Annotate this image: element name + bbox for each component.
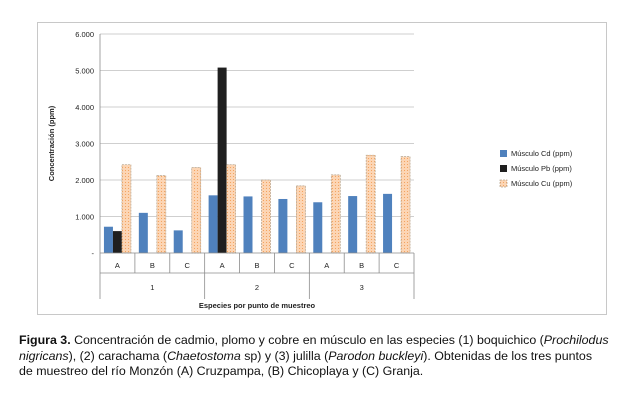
- legend-swatch: [500, 150, 507, 157]
- caption-species-2: Chaetostoma: [167, 348, 241, 363]
- y-tick-label: 3.000: [75, 140, 94, 149]
- y-tick-label: -: [92, 249, 95, 258]
- bars: [103, 67, 411, 254]
- bar-cd: [383, 193, 393, 253]
- x-group-label: 1: [150, 283, 154, 292]
- bar-cd: [138, 212, 148, 253]
- y-tick-label: 2.000: [75, 176, 94, 185]
- y-tick-label: 1.000: [75, 213, 94, 222]
- x-tick-label: B: [150, 261, 155, 270]
- y-tick-label: 6.000: [75, 30, 94, 39]
- bar-cu: [400, 156, 411, 254]
- bar-cu: [156, 175, 167, 254]
- bar-cu: [226, 164, 236, 254]
- caption-text: ). Obtenidas de los tres puntos de muest…: [19, 348, 593, 379]
- caption-species-3: Parodon buckleyi: [328, 348, 424, 363]
- bar-cd: [313, 202, 323, 253]
- x-axis-title: Especies por punto de muestreo: [199, 301, 316, 310]
- x-tick-label: C: [289, 261, 295, 270]
- axes: - 1.000 2.000 3.000 4.000 5.000 6.000 A B C A B C A B C…: [47, 30, 415, 310]
- caption-text: Concentración de cadmio, plomo y cobre e…: [70, 333, 544, 347]
- gridlines: [100, 33, 414, 217]
- y-tick-label: 5.000: [75, 67, 94, 76]
- bar-cu: [330, 174, 341, 254]
- x-tick-label: C: [185, 261, 191, 270]
- bar-cd: [208, 195, 218, 253]
- bar-cu: [261, 179, 271, 254]
- bar-pb: [112, 231, 122, 253]
- chart-frame: - 1.000 2.000 3.000 4.000 5.000 6.000 A B C A B C A B C…: [37, 22, 607, 315]
- x-tick-label: A: [220, 261, 225, 270]
- bar-cd: [243, 196, 253, 253]
- bar-chart: - 1.000 2.000 3.000 4.000 5.000 6.000 A B C A B C A B C…: [47, 30, 573, 310]
- figure-caption: Figura 3. Concentración de cadmio, plomo…: [19, 333, 609, 380]
- caption-species-1: Prochilodus nigricans: [19, 333, 609, 363]
- bar-cu: [365, 154, 376, 254]
- x-tick-label: A: [324, 261, 329, 270]
- bar-cd: [103, 226, 113, 253]
- x-tick-label: B: [359, 261, 364, 270]
- bar-cu: [121, 164, 132, 254]
- legend-label: Músculo Cu (ppm): [511, 179, 573, 188]
- bar-cd: [278, 198, 288, 253]
- bar-pb: [217, 67, 227, 253]
- bar-cu: [296, 185, 306, 254]
- legend-swatch: [500, 165, 507, 172]
- bar-cu: [191, 167, 202, 254]
- legend-swatch: [499, 179, 508, 188]
- y-tick-label: 4.000: [75, 103, 94, 112]
- x-tick-label: B: [254, 261, 259, 270]
- legend: Músculo Cd (ppm) Músculo Pb (ppm) Músculo …: [499, 149, 573, 188]
- caption-label: Figura 3.: [19, 333, 71, 347]
- x-tick-label: C: [394, 261, 400, 270]
- caption-text: ), (2) carachama (: [68, 348, 168, 363]
- legend-label: Músculo Pb (ppm): [511, 164, 572, 173]
- x-group-label: 2: [255, 283, 259, 292]
- x-group-label: 3: [360, 283, 364, 292]
- x-tick-label: A: [115, 261, 120, 270]
- bar-cd: [173, 230, 183, 253]
- legend-label: Músculo Cd (ppm): [511, 149, 573, 158]
- caption-text: sp) y (3) julilla (: [240, 348, 329, 363]
- y-axis-title: Concentración (ppm): [47, 105, 56, 181]
- bar-cd: [348, 196, 358, 253]
